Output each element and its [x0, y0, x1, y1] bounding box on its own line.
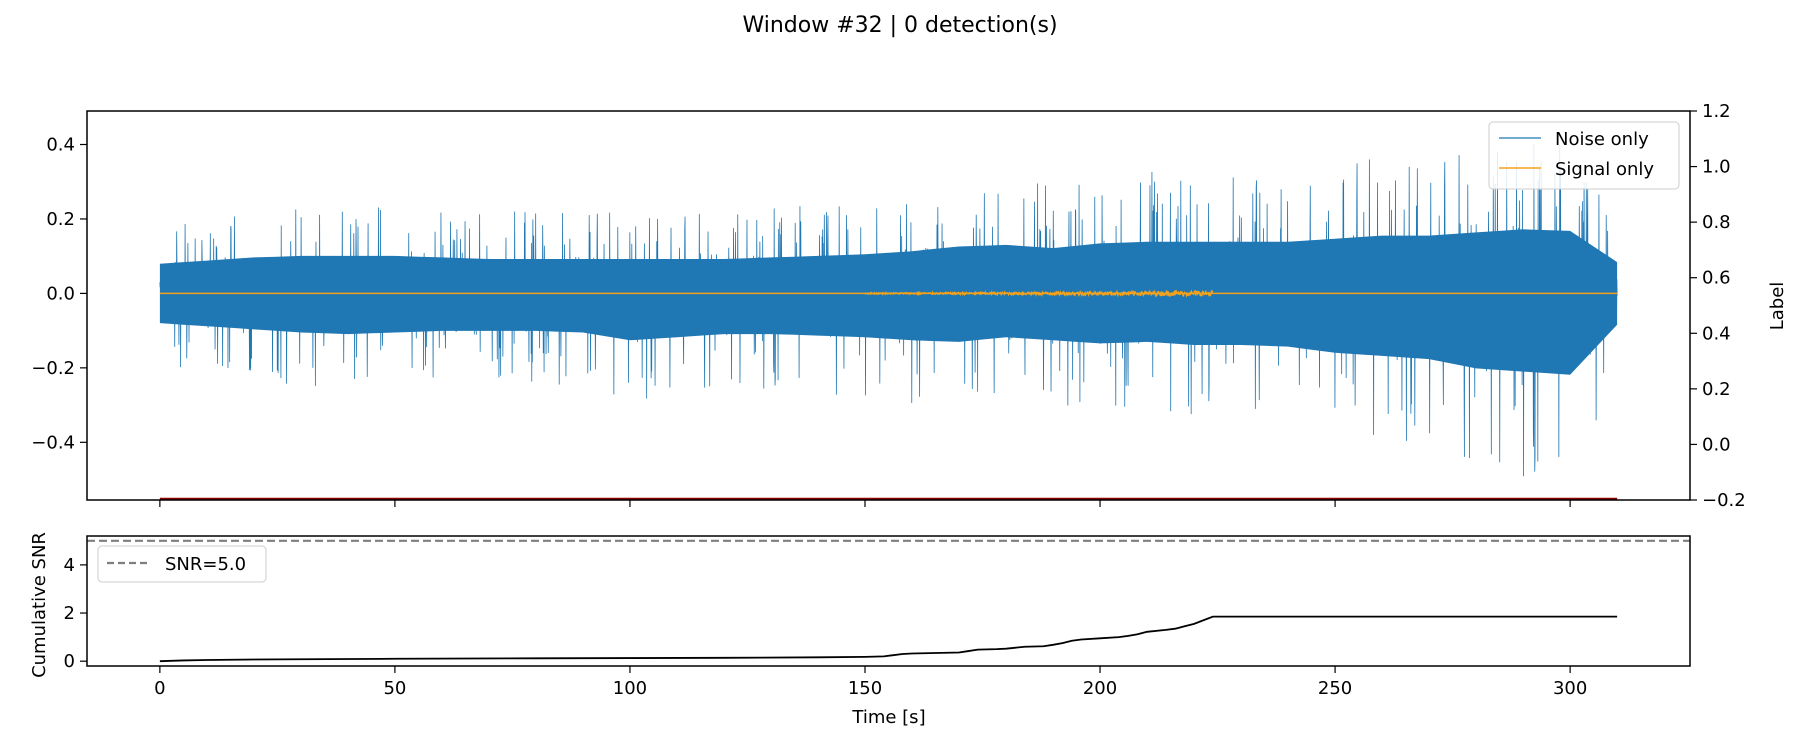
snr-axes-frame — [86, 535, 1691, 667]
label-axis-title: Label — [1767, 282, 1788, 331]
waveform-legend-box — [1488, 121, 1680, 190]
snr-legend: SNR=5.0 — [97, 545, 267, 583]
y2-tick-label: 0.0 — [1702, 434, 1731, 455]
y2-tick-label: −0.2 — [1702, 490, 1746, 511]
legend-signal-label: Signal only — [1555, 159, 1654, 180]
y-tick-label: 0.0 — [46, 283, 75, 304]
y2-tick-label: 0.2 — [1702, 379, 1731, 400]
waveform-legend: Noise only Signal only — [1488, 121, 1680, 190]
snr-y-tick-label: 4 — [64, 555, 75, 576]
y2-tick-label: 0.6 — [1702, 268, 1731, 289]
waveform-panel: 0.4 0.2 0.0 −0.2 −0.4 1.2 1.0 0.8 0.6 0.4 0.2 0.0 −… — [31, 101, 1788, 511]
x-tick-label: 300 — [1553, 678, 1587, 699]
legend-threshold-label: SNR=5.0 — [165, 554, 246, 575]
y-tick-label: −0.4 — [31, 432, 75, 453]
y2-tick-label: 1.0 — [1702, 157, 1731, 178]
x-tick-label: 150 — [848, 678, 882, 699]
snr-y-tick-label: 2 — [64, 603, 75, 624]
y-tick-label: −0.2 — [31, 358, 75, 379]
x-tick-label: 200 — [1083, 678, 1117, 699]
y-axis-title-snr: Cumulative SNR — [29, 532, 50, 678]
x-tick-label: 0 — [154, 678, 165, 699]
figure-title: Window #32 | 0 detection(s) — [742, 13, 1057, 38]
y2-tick-label: 0.4 — [1702, 323, 1731, 344]
legend-noise-label: Noise only — [1555, 129, 1649, 150]
x-tick-label: 100 — [613, 678, 647, 699]
y2-tick-label: 1.2 — [1702, 101, 1731, 122]
signal-series-burst — [864, 289, 1214, 298]
snr-y-tick-label: 0 — [64, 651, 75, 672]
noise-series-core — [159, 229, 1618, 375]
cumulative-snr-line — [159, 615, 1618, 663]
y-tick-label: 0.2 — [46, 209, 75, 230]
snr-legend-box — [97, 545, 267, 583]
x-axis-title: Time [s] — [851, 707, 925, 728]
x-tick-label: 50 — [383, 678, 406, 699]
waveform-axes-frame — [86, 110, 1691, 501]
y2-tick-label: 0.8 — [1702, 212, 1731, 233]
x-tick-label: 250 — [1318, 678, 1352, 699]
y-tick-label: 0.4 — [46, 135, 75, 156]
cumulative-snr-panel: 0 2 4 0 50 100 150 200 250 300 Time [s] Cumulati… — [29, 532, 1691, 728]
